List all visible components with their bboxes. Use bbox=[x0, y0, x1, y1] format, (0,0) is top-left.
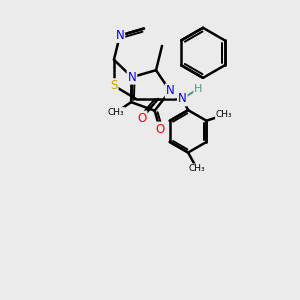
Text: N: N bbox=[166, 84, 174, 98]
Text: CH₃: CH₃ bbox=[108, 108, 124, 117]
Text: N: N bbox=[178, 92, 187, 105]
Text: N: N bbox=[128, 70, 136, 84]
Text: O: O bbox=[155, 122, 165, 136]
Text: S: S bbox=[110, 79, 118, 92]
Text: CH₃: CH₃ bbox=[216, 110, 232, 119]
Text: CH₃: CH₃ bbox=[189, 164, 205, 173]
Text: O: O bbox=[137, 112, 146, 124]
Text: N: N bbox=[116, 29, 124, 42]
Text: H: H bbox=[194, 84, 202, 94]
